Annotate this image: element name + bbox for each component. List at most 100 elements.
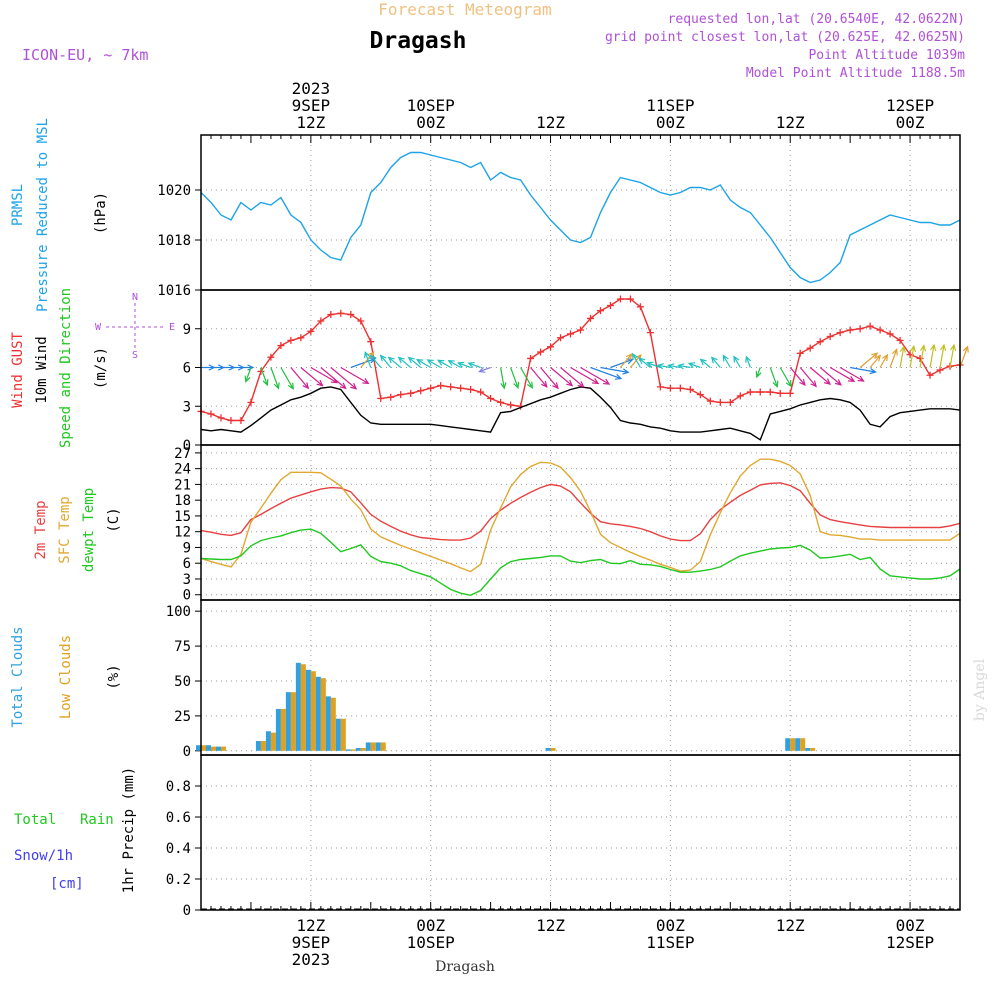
gust-marker [397,391,405,399]
low-clouds-bar [340,718,346,751]
wind-arrow-head [426,359,434,366]
wind-arrow [560,367,584,388]
time-label-top: 12SEP [886,96,934,115]
gust-marker [736,392,744,400]
low-clouds-bar [360,748,366,751]
footer-location: Dragash [435,959,495,975]
chart-area: 1016101810200369036912151821242702550751… [157,79,969,969]
compass-s: S [132,350,138,361]
precip-ytick-label: 0.2 [166,872,191,888]
time-label-bottom: 11SEP [646,933,694,952]
wind-arrow [350,358,376,369]
wind-arrow [280,367,294,390]
gust-marker [477,388,485,396]
wind-arrow [310,366,338,384]
wind-arrow [657,364,671,369]
temperature-ytick-label: 0 [183,588,191,604]
sfc-temp-line [200,458,961,573]
gust-marker [706,397,714,405]
time-label-bottom: 00Z [416,916,445,935]
low-clouds-bar [310,671,316,751]
time-label-top: 10SEP [407,96,455,115]
total-clouds-bar [205,745,211,751]
wind-arrow [929,344,935,368]
low-clouds-bar [800,738,806,751]
wind-arrow-head [755,370,762,379]
wind-arrow [245,367,252,382]
gust-marker [796,349,804,357]
wind-arrow [879,354,888,368]
temperature-labels: 2m Temp SFC Temp dewpt Temp (C) [33,488,122,572]
wind-arrow [610,358,633,369]
wind-arrow-head [364,350,370,359]
time-label-bottom: 12SEP [886,933,934,952]
gust-marker [387,393,395,401]
wind-arrow [270,367,280,389]
wind-arrow-head [656,363,664,370]
wind-arrow-head [262,378,269,387]
wind-arrow-head [848,376,856,382]
time-label-bottom: 12Z [296,916,325,935]
gust-marker [437,382,445,390]
pressure-ytick-label: 1016 [157,283,191,299]
time-label-bottom: 00Z [896,916,925,935]
gust-marker [347,311,355,319]
clouds-labels: Total Clouds Low Clouds (%) [10,626,122,727]
time-label-top: 00Z [416,113,445,132]
low-clouds-bar [201,745,206,751]
clouds-ytick-label: 50 [174,674,191,690]
pressure-frame [200,134,961,291]
wind-arrow-head [437,359,445,366]
watermark: by Angel [972,658,988,721]
precip-labels: Total Rain Snow/1h [cm] 1hr Precip (mm) [14,767,137,893]
wind-ytick-label: 3 [183,399,191,415]
gust-marker [247,398,255,406]
wind-arrow-head [699,358,707,366]
low-clouds-bar [790,738,796,751]
wind-arrow [829,366,855,382]
time-label-bottom: 12Z [776,916,805,935]
time-label-top: 12Z [536,113,565,132]
wind-arrow [448,360,461,369]
wind-arrow-head [622,368,630,375]
wind-arrow [711,357,721,368]
wind-arrow-head [857,375,865,382]
wind-arrow [678,364,691,369]
gust-marker [277,342,285,350]
wind-arrow [638,357,651,368]
gust-marker [656,383,664,391]
gust-marker [606,302,614,309]
title-top: Forecast Meteogram [378,0,551,19]
wind-arrow [510,367,519,389]
wind-arrow [437,359,451,369]
location-title: Dragash [370,28,467,54]
wind-arrow-head [379,354,387,362]
gust-marker [696,391,704,399]
requested-coords: requested lon,lat (20.6540E, 42.0622N) [668,12,965,27]
wind-arrow [647,362,661,369]
time-label-top: 2023 [292,79,331,98]
wind-arrow [688,362,701,369]
wind-arrow [668,364,681,369]
wind-arrow [408,357,422,368]
precip-label-cm: [cm] [50,876,84,892]
wind-arrow-head [677,363,685,370]
total-clouds-bar [325,696,331,751]
precip-frame [200,754,961,911]
wind-arrow-head [362,378,370,385]
gust-marker [467,385,475,393]
wind-arrow [899,346,905,368]
precip-label-total: Total [14,812,56,828]
gust-marker [547,343,555,351]
wind-arrow [629,354,642,368]
temperature-ytick-label: 6 [183,556,191,572]
10m-wind-line [200,386,961,441]
wind-arrow [330,367,357,390]
wind-arrow-head [930,343,937,351]
wind-arrow-head [316,379,324,387]
wind-arrow-head [339,382,347,390]
gust-marker [756,388,764,396]
wind-arrow [619,353,633,368]
wind-arrow [427,359,441,369]
